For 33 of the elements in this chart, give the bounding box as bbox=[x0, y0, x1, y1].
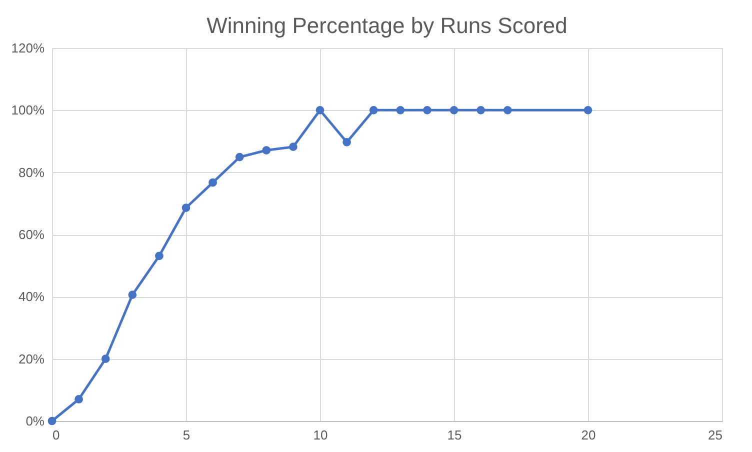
point bbox=[450, 106, 458, 114]
point bbox=[208, 178, 217, 187]
point bbox=[584, 106, 592, 114]
point bbox=[74, 395, 83, 404]
y-tick-label: 20% bbox=[18, 351, 45, 366]
point bbox=[182, 204, 190, 212]
point bbox=[396, 106, 405, 114]
point bbox=[48, 416, 56, 426]
point bbox=[235, 152, 244, 162]
point bbox=[128, 290, 137, 299]
point bbox=[262, 146, 271, 154]
point bbox=[155, 252, 164, 260]
point bbox=[503, 106, 512, 114]
point bbox=[101, 354, 110, 364]
y-tick-label: 100% bbox=[11, 102, 45, 118]
point bbox=[476, 106, 485, 114]
x-tick-label: 10 bbox=[313, 428, 328, 442]
y-tick-label: 0% bbox=[26, 414, 45, 428]
point bbox=[316, 106, 324, 114]
y-tick-label: 120% bbox=[11, 40, 45, 56]
point bbox=[369, 106, 378, 114]
x-tick-label: 5 bbox=[182, 428, 190, 442]
x-tick-label: 0 bbox=[52, 428, 60, 442]
y-tick-label: 40% bbox=[18, 289, 45, 304]
point bbox=[342, 138, 351, 146]
y-tick-label: 80% bbox=[18, 164, 45, 180]
x-tick-label: 25 bbox=[708, 428, 722, 442]
point bbox=[289, 142, 298, 152]
chart-title: Winning Percentage by Runs Scored bbox=[206, 13, 568, 38]
point bbox=[423, 106, 432, 114]
x-tick-label: 15 bbox=[447, 428, 462, 442]
y-tick-label: 60% bbox=[18, 227, 45, 242]
x-tick-label: 20 bbox=[581, 428, 596, 442]
